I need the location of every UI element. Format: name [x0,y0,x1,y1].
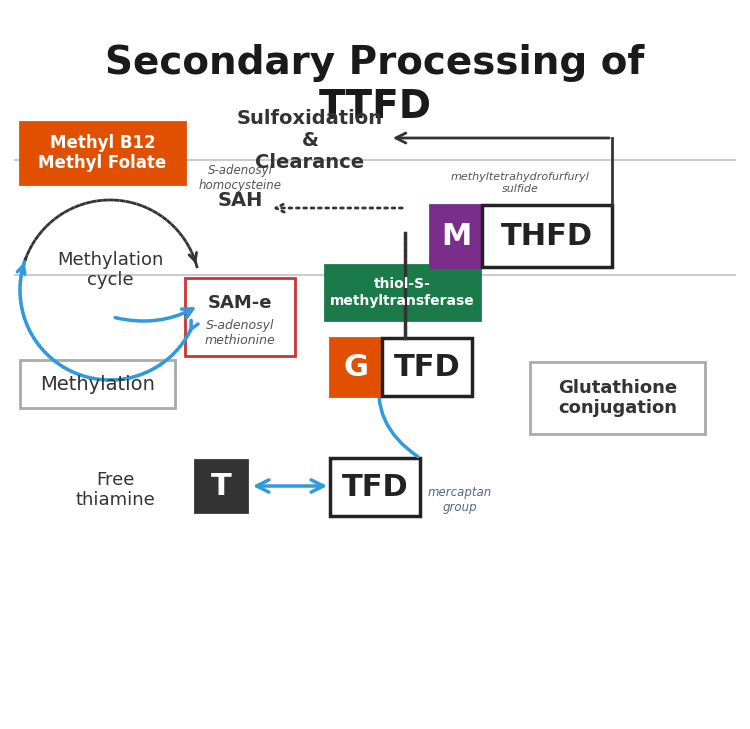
Text: S-adenosyl
homocysteine: S-adenosyl homocysteine [199,164,281,192]
Text: THFD: THFD [501,222,593,251]
Text: methyltetrahydrofurfuryl
sulfide: methyltetrahydrofurfuryl sulfide [451,172,590,194]
Text: mercaptan
group: mercaptan group [428,486,492,514]
Text: Sulfoxidation
&
Clearance: Sulfoxidation & Clearance [237,109,383,171]
Text: S-adenosyl
methionine: S-adenosyl methionine [205,319,275,347]
Text: T: T [211,472,231,501]
FancyBboxPatch shape [20,360,175,408]
Text: TFD: TFD [341,472,408,502]
Text: Free
thiamine: Free thiamine [75,471,154,510]
Text: M: M [441,222,471,251]
FancyBboxPatch shape [185,278,295,356]
FancyBboxPatch shape [325,265,480,320]
Text: Methylation
cycle: Methylation cycle [57,251,164,289]
FancyBboxPatch shape [330,458,420,516]
Text: TFD: TFD [394,353,460,381]
Text: Methylation: Methylation [40,375,155,394]
FancyBboxPatch shape [330,338,382,396]
Text: SAM-e: SAM-e [208,294,272,312]
FancyBboxPatch shape [430,205,482,267]
Text: thiol-S-
methyltransferase: thiol-S- methyltransferase [330,278,475,308]
Text: Methyl B12
Methyl Folate: Methyl B12 Methyl Folate [38,133,166,172]
FancyBboxPatch shape [482,205,612,267]
FancyBboxPatch shape [530,362,705,434]
Text: SAH: SAH [217,190,262,209]
FancyBboxPatch shape [195,460,247,512]
Text: G: G [344,353,368,381]
Text: Secondary Processing of
TTFD: Secondary Processing of TTFD [105,44,644,126]
Text: Glutathione
conjugation: Glutathione conjugation [558,378,677,418]
FancyBboxPatch shape [382,338,472,396]
FancyBboxPatch shape [20,122,185,184]
